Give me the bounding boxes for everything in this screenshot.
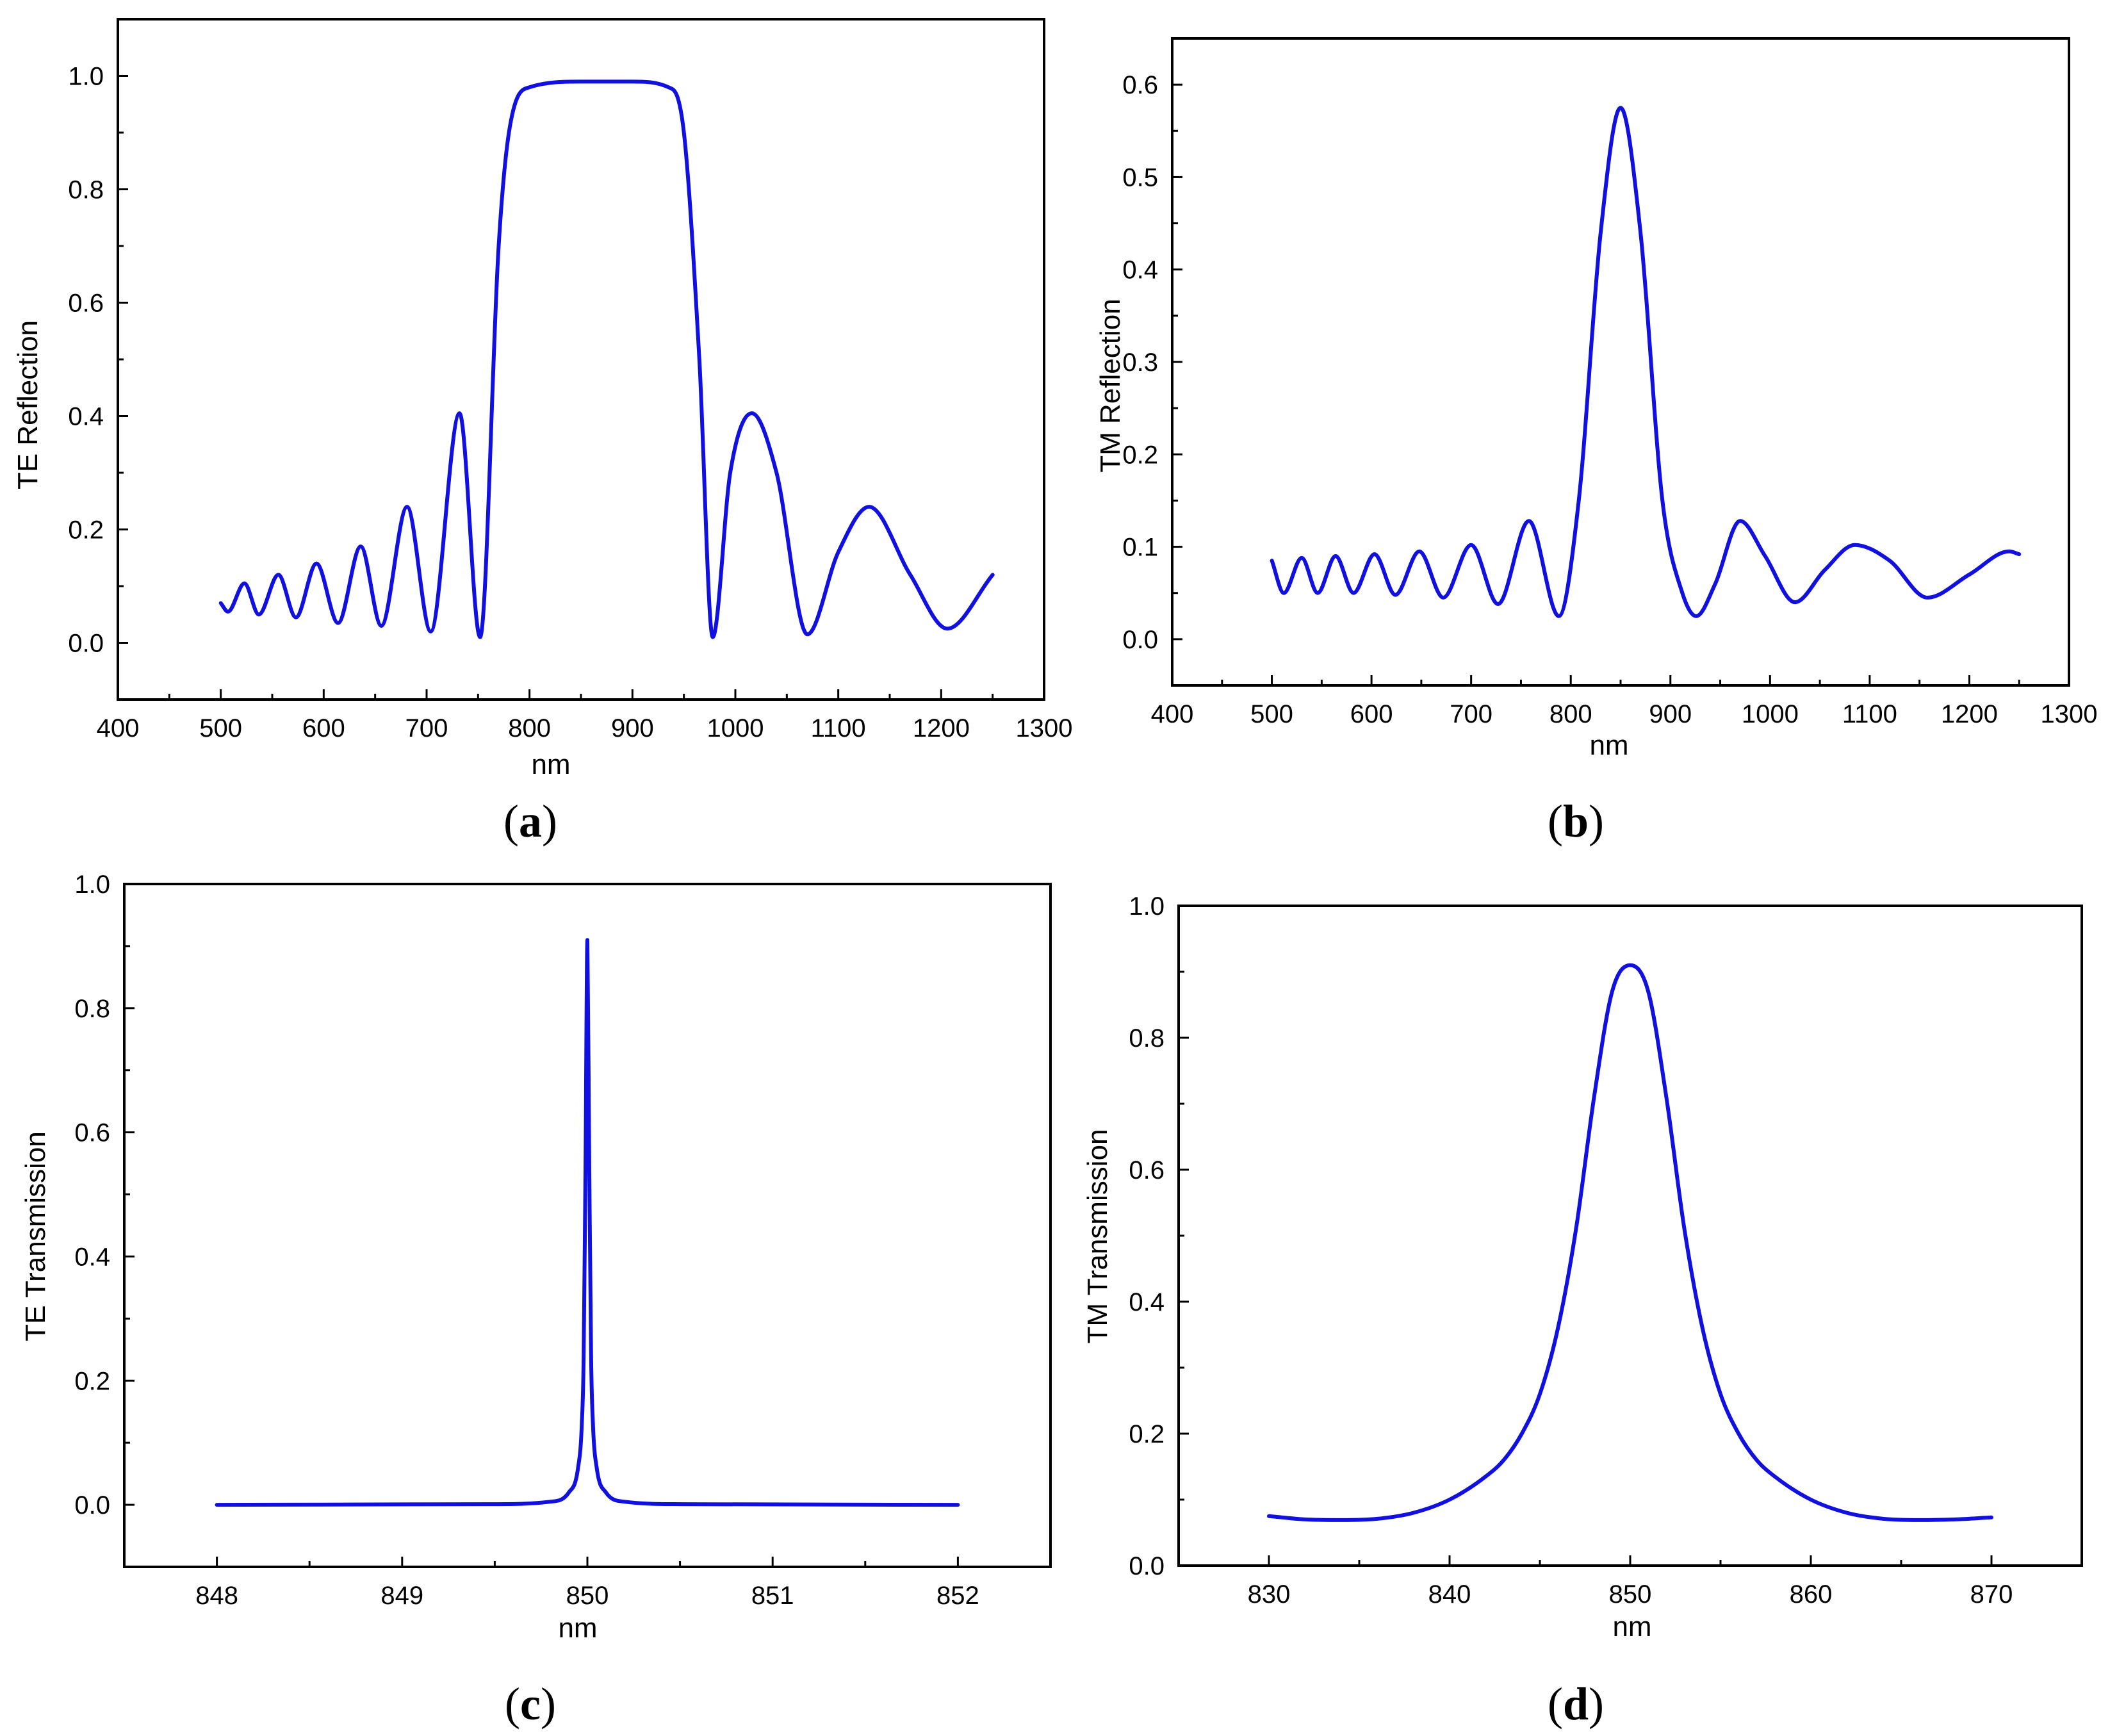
x-tick-label: 1100 [1842, 700, 1897, 728]
x-tick-label: 1300 [1016, 714, 1073, 742]
panel-label-c: (c) [505, 1678, 556, 1730]
y-axis-title: TM Reflection [1095, 299, 1126, 472]
ticks [117, 75, 1045, 700]
y-tick-labels: 0.0 0.2 0.4 0.6 0.8 1.0 [68, 63, 104, 658]
y-axis-title: TE Reflection [12, 320, 44, 489]
x-axis-title: nm [531, 749, 570, 780]
y-tick-label: 0.6 [1122, 71, 1158, 99]
x-tick-label: 600 [302, 714, 345, 742]
x-tick-label: 500 [199, 714, 242, 742]
x-tick-label: 830 [1248, 1580, 1291, 1609]
y-tick-label: 0.8 [1129, 1024, 1165, 1052]
te-transmission-curve [215, 938, 960, 1507]
x-tick-labels: 400 500 600 700 800 900 1000 1100 1200 1300 [1151, 700, 2098, 728]
x-tick-label: 850 [1609, 1580, 1652, 1609]
y-tick-label: 0.4 [1129, 1288, 1165, 1316]
y-tick-label: 0.4 [68, 403, 104, 431]
x-tick-label: 860 [1790, 1580, 1833, 1609]
y-tick-label: 0.0 [1129, 1552, 1165, 1580]
y-tick-label: 0.6 [68, 290, 104, 318]
ticks [1179, 905, 1993, 1567]
y-tick-label: 1.0 [74, 871, 110, 899]
chart-panel-d: 830 840 850 860 870 0.0 0.2 0.4 0.6 0.8 1.0 nm TM… [1082, 892, 2083, 1642]
x-tick-label: 900 [611, 714, 654, 742]
y-tick-label: 0.5 [1122, 163, 1158, 192]
y-tick-label: 0.2 [68, 516, 104, 545]
y-tick-label: 0.0 [68, 630, 104, 658]
x-tick-label: 1300 [2041, 700, 2098, 728]
panel-label-a: (a) [503, 796, 557, 847]
y-tick-label: 0.4 [1122, 256, 1158, 284]
x-tick-label: 1000 [1742, 700, 1799, 728]
x-tick-label: 849 [380, 1582, 423, 1610]
y-tick-labels: 0.0 0.1 0.2 0.3 0.4 0.5 0.6 [1122, 71, 1158, 654]
y-tick-label: 0.4 [74, 1243, 110, 1271]
y-tick-label: 0.3 [1122, 348, 1158, 377]
y-tick-label: 0.2 [1122, 441, 1158, 469]
x-tick-label: 800 [1549, 700, 1592, 728]
x-tick-label: 851 [751, 1582, 794, 1610]
x-tick-label: 600 [1350, 700, 1393, 728]
x-tick-label: 848 [195, 1582, 238, 1610]
ticks [1171, 83, 2070, 685]
y-tick-label: 0.0 [1122, 626, 1158, 654]
x-tick-label: 900 [1649, 700, 1692, 728]
x-tick-label: 852 [936, 1582, 979, 1610]
ticks [124, 883, 959, 1567]
x-axis-title: nm [558, 1612, 597, 1644]
chart-panel-c: 848 849 850 851 852 0.0 0.2 0.4 0.6 0.8 1.0 nm TE… [20, 871, 1052, 1644]
x-tick-label: 500 [1250, 700, 1293, 728]
y-tick-label: 0.0 [74, 1491, 110, 1519]
x-tick-label: 400 [97, 714, 140, 742]
chart-panel-b: 400 500 600 700 800 900 1000 1100 1200 1300 0.00.… [1095, 37, 2098, 761]
y-tick-label: 0.6 [1129, 1156, 1165, 1184]
plot-frame [1171, 37, 2070, 687]
x-tick-label: 1000 [707, 714, 764, 742]
x-tick-label: 850 [566, 1582, 609, 1610]
y-tick-labels: 0.0 0.2 0.4 0.6 0.8 1.0 [74, 871, 110, 1519]
y-tick-labels: 0.0 0.2 0.4 0.6 0.8 1.0 [1129, 892, 1165, 1580]
y-tick-label: 0.8 [74, 995, 110, 1023]
y-tick-label: 0.8 [68, 176, 104, 204]
plot-frame [1177, 905, 2083, 1567]
x-axis-title: nm [1612, 1611, 1651, 1642]
x-tick-label: 1200 [913, 714, 970, 742]
x-tick-label: 870 [1970, 1580, 2013, 1609]
chart-panel-a: 400 500 600 700 800 900 1000 1100 1200 1300 0.00.… [12, 18, 1073, 780]
x-tick-label: 1100 [811, 714, 866, 742]
y-tick-label: 0.1 [1122, 534, 1158, 562]
x-tick-label: 400 [1151, 700, 1194, 728]
y-tick-label: 1.0 [68, 63, 104, 91]
plot-frame [117, 18, 1045, 701]
x-tick-labels: 848 849 850 851 852 [195, 1582, 979, 1610]
panel-label-d: (d) [1548, 1678, 1604, 1730]
y-tick-label: 1.0 [1129, 892, 1165, 921]
x-tick-labels: 830 840 850 860 870 [1248, 1580, 2013, 1609]
y-tick-label: 0.2 [1129, 1420, 1165, 1448]
y-axis-title: TM Transmission [1082, 1129, 1113, 1344]
y-axis-title: TE Transmission [20, 1131, 51, 1341]
x-tick-label: 700 [1450, 700, 1492, 728]
x-axis-title: nm [1589, 730, 1628, 761]
x-tick-label: 840 [1428, 1580, 1471, 1609]
x-tick-label: 1200 [1941, 700, 1998, 728]
y-tick-label: 0.6 [74, 1119, 110, 1147]
tm-transmission-curve [1267, 963, 1993, 1522]
tm-reflection-curve [1270, 106, 2022, 618]
x-tick-labels: 400 500 600 700 800 900 1000 1100 1200 1300 [97, 714, 1073, 742]
x-tick-label: 700 [405, 714, 448, 742]
te-reflection-curve [218, 79, 995, 639]
y-tick-label: 0.2 [74, 1367, 110, 1395]
x-tick-label: 800 [508, 714, 551, 742]
panel-label-b: (b) [1548, 796, 1604, 847]
